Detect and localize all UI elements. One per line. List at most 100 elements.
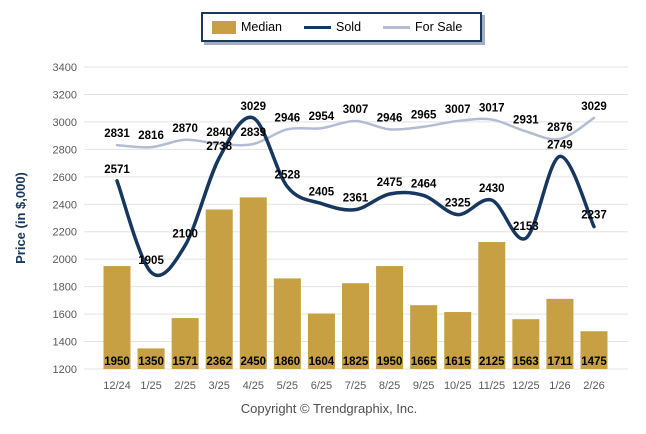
for-sale-swatch-icon xyxy=(383,25,411,29)
for-sale-value-label: 2946 xyxy=(275,112,301,124)
median-value-label: 1950 xyxy=(377,356,403,368)
sold-swatch-icon xyxy=(304,25,331,29)
x-axis-tick-labels: 12/24 1/25 2/25 3/25 4/25 5/25 6/25 7/25 8/25 9/2… xyxy=(103,380,604,392)
median-value-label: 1350 xyxy=(138,356,164,368)
median-bar xyxy=(307,313,335,369)
legend-item-for-sale: For Sale xyxy=(383,20,462,34)
median-bar xyxy=(376,266,404,369)
median-bar xyxy=(546,298,574,369)
sold-value-label: 2237 xyxy=(581,210,607,222)
x-tick-label: 1/26 xyxy=(549,380,570,392)
median-bar xyxy=(103,266,131,369)
for-sale-value-label: 2839 xyxy=(240,127,266,139)
sold-value-label: 1905 xyxy=(138,255,164,267)
y-tick-label: 2400 xyxy=(53,199,77,211)
median-value-label: 1665 xyxy=(411,356,437,368)
sold-value-label: 2749 xyxy=(547,139,573,151)
for-sale-value-label: 2954 xyxy=(309,111,335,123)
median-bar xyxy=(205,209,233,369)
sold-value-label: 2100 xyxy=(172,228,198,240)
median-value-label: 1860 xyxy=(275,356,301,368)
legend-label-for-sale: For Sale xyxy=(415,20,463,34)
legend-label-sold: Sold xyxy=(336,20,362,34)
for-sale-value-label: 2840 xyxy=(206,127,232,139)
sold-value-label: 2571 xyxy=(104,164,130,176)
median-value-label: 1475 xyxy=(581,356,607,368)
for-sale-value-label: 2931 xyxy=(513,114,539,126)
legend-item-sold: Sold xyxy=(304,20,361,34)
for-sale-value-label: 2870 xyxy=(172,123,198,135)
x-tick-label: 11/25 xyxy=(478,380,505,392)
median-value-label: 1563 xyxy=(513,356,539,368)
sold-value-label: 2325 xyxy=(445,198,471,210)
sold-value-label: 2528 xyxy=(275,170,301,182)
median-bar xyxy=(137,348,165,369)
sold-value-label: 2464 xyxy=(411,178,437,190)
median-bar xyxy=(444,312,472,369)
y-tick-label: 2200 xyxy=(53,227,77,239)
median-value-label: 2450 xyxy=(240,356,266,368)
y-tick-label: 2800 xyxy=(53,144,77,156)
legend-item-median: Median xyxy=(212,20,282,34)
x-tick-label: 8/25 xyxy=(379,380,400,392)
x-tick-label: 12/25 xyxy=(512,380,540,392)
median-value-label: 1950 xyxy=(104,356,130,368)
median-value-label: 1825 xyxy=(343,356,369,368)
median-value-label: 2362 xyxy=(206,356,232,368)
sold-value-label: 3029 xyxy=(240,101,266,113)
legend-label-median: Median xyxy=(241,20,282,34)
median-bar xyxy=(512,319,540,369)
x-tick-label: 7/25 xyxy=(345,380,366,392)
x-tick-label: 2/25 xyxy=(174,380,195,392)
trend-lines xyxy=(115,115,596,278)
for-sale-value-label: 3017 xyxy=(479,103,505,115)
y-tick-label: 2000 xyxy=(53,254,77,266)
x-tick-label: 1/25 xyxy=(140,380,161,392)
x-tick-label: 12/24 xyxy=(103,380,131,392)
median-value-label: 1571 xyxy=(172,356,198,368)
x-tick-label: 9/25 xyxy=(413,380,434,392)
median-value-label: 1615 xyxy=(445,356,471,368)
chart-legend: Median Sold For Sale xyxy=(201,12,483,42)
median-swatch-icon xyxy=(212,20,236,34)
for-sale-value-label: 2965 xyxy=(411,110,437,122)
for-sale-value-label: 2946 xyxy=(377,112,403,124)
x-tick-label: 10/25 xyxy=(444,380,472,392)
median-bar xyxy=(580,331,608,369)
median-bar xyxy=(239,197,267,369)
median-bar xyxy=(410,305,438,369)
median-bar xyxy=(478,242,506,369)
y-axis-tick-labels: 1200 1400 1600 1800 2000 2200 2400 2600 2800 3000… xyxy=(53,62,77,376)
x-tick-label: 4/25 xyxy=(243,380,264,392)
median-bar xyxy=(342,283,369,369)
for-sale-value-label: 2816 xyxy=(138,130,164,142)
for-sale-value-label: 3007 xyxy=(343,104,369,116)
y-tick-label: 1800 xyxy=(53,282,77,294)
copyright-text: Copyright © Trendgraphix, Inc. xyxy=(240,401,418,416)
y-tick-label: 3400 xyxy=(53,62,77,74)
median-value-label: 2125 xyxy=(479,356,505,368)
data-value-labels: 1950 1350 1571 2362 2450 1860 1604 1825 1950 1665… xyxy=(104,101,607,368)
sold-value-label: 2430 xyxy=(479,183,505,195)
x-tick-label: 5/25 xyxy=(277,380,298,392)
median-value-label: 1604 xyxy=(309,356,335,368)
y-tick-label: 3200 xyxy=(53,89,77,101)
y-tick-label: 1200 xyxy=(53,364,77,376)
for-sale-value-label: 3007 xyxy=(445,104,471,116)
sold-line xyxy=(115,115,596,278)
for-sale-line xyxy=(115,116,596,149)
median-bar xyxy=(273,278,301,369)
sold-value-label: 2361 xyxy=(343,193,369,205)
sold-value-label: 2738 xyxy=(206,141,232,153)
sold-value-label: 2475 xyxy=(377,177,403,189)
median-value-label: 1711 xyxy=(547,356,573,368)
x-tick-label: 2/26 xyxy=(583,380,604,392)
sold-value-label: 2153 xyxy=(513,221,539,233)
for-sale-value-label: 3029 xyxy=(581,101,607,113)
x-tick-label: 3/25 xyxy=(209,380,230,392)
y-tick-label: 1600 xyxy=(53,309,77,321)
y-tick-label: 2600 xyxy=(53,172,77,184)
for-sale-value-label: 2876 xyxy=(547,122,573,134)
